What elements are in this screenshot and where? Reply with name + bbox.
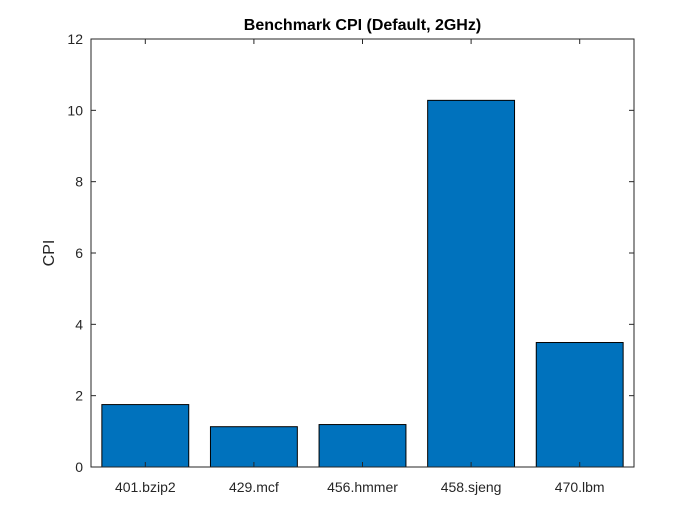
y-axis-label: CPI [41, 240, 58, 267]
y-tick-label: 0 [75, 459, 83, 475]
axes-frame [90, 38, 635, 468]
y-tick-label: 12 [67, 31, 83, 47]
bars-layer [101, 99, 624, 468]
x-tick-label: 456.hmmer [327, 479, 398, 495]
ticks-layer [91, 39, 634, 467]
chart-title: Benchmark CPI (Default, 2GHz) [244, 17, 481, 34]
y-tick-label: 8 [75, 174, 83, 190]
y-tick-label: 4 [75, 316, 83, 332]
bar-470-lbm [535, 342, 624, 468]
x-tick-label: 458.sjeng [441, 479, 502, 495]
bar-401-bzip2 [101, 404, 190, 468]
labels-layer: 401.bzip2 429.mcf 456.hmmer 458.sjeng 470.lb… [67, 31, 604, 495]
bar-456-hmmer [318, 424, 407, 468]
y-tick-label: 10 [67, 102, 83, 118]
bar-458-sjeng [427, 99, 516, 468]
bar-429-mcf [209, 426, 298, 468]
y-tick-label: 2 [75, 388, 83, 404]
x-tick-label: 401.bzip2 [115, 479, 176, 495]
x-tick-label: 470.lbm [555, 479, 605, 495]
y-tick-label: 6 [75, 245, 83, 261]
x-tick-label: 429.mcf [229, 479, 279, 495]
